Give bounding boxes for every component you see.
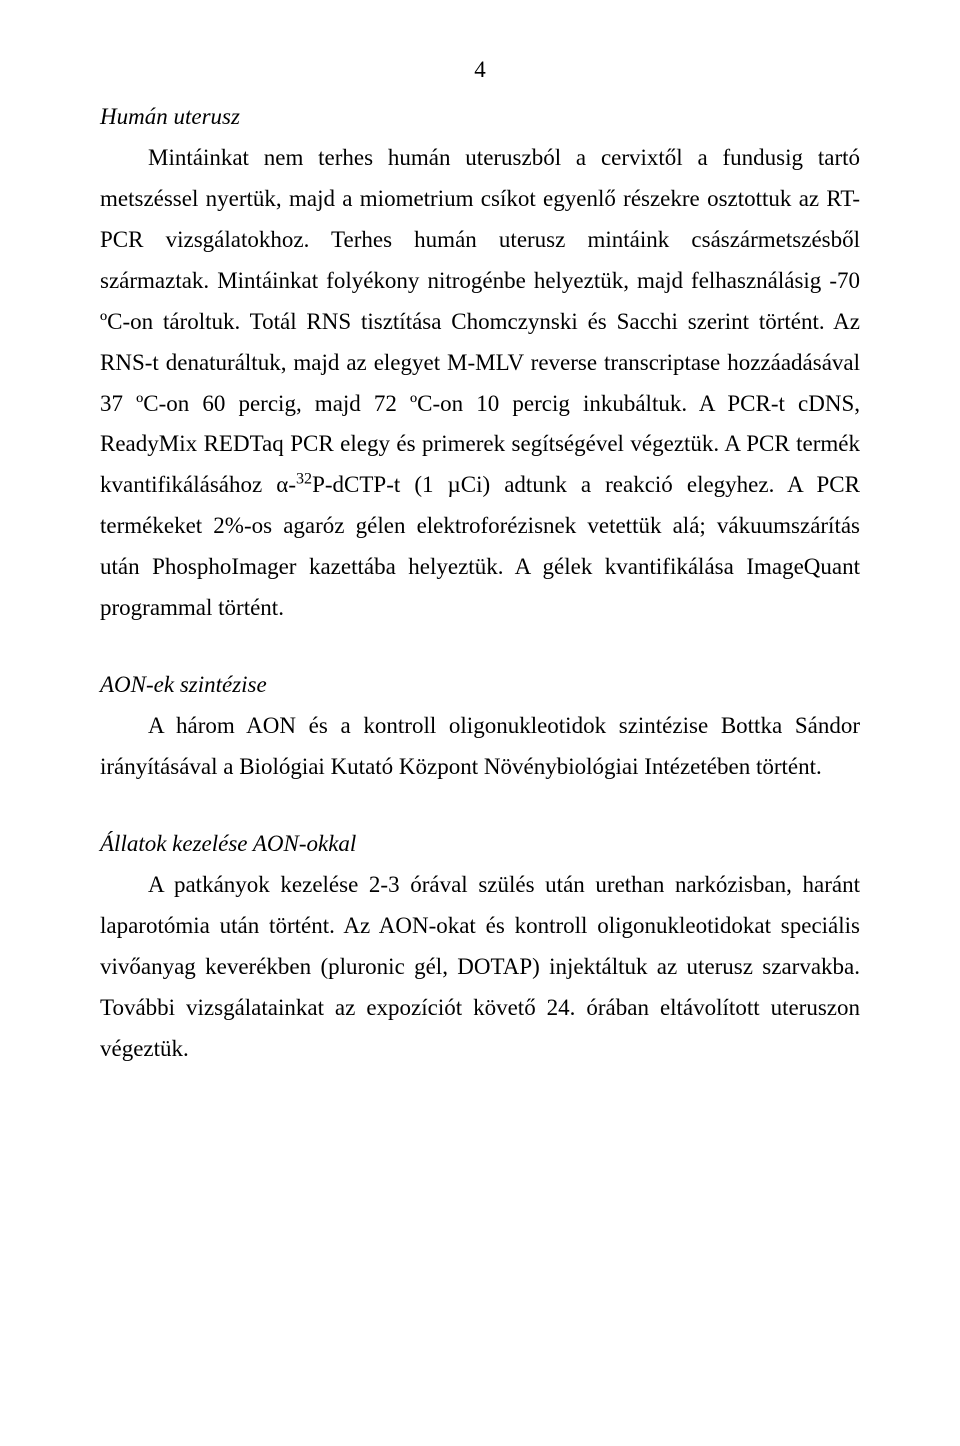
page-number: 4 — [100, 50, 860, 91]
section-gap — [100, 629, 860, 665]
section-gap — [100, 788, 860, 824]
section-title-1: Humán uterusz — [100, 97, 860, 138]
section-title-3: Állatok kezelése AON-okkal — [100, 824, 860, 865]
section-title-2: AON-ek szintézise — [100, 665, 860, 706]
section-body-2: A három AON és a kontroll oligonukleotid… — [100, 706, 860, 788]
document-page: 4 Humán uterusz Mintáinkat nem terhes hu… — [0, 0, 960, 1446]
section-body-1: Mintáinkat nem terhes humán uteruszból a… — [100, 138, 860, 629]
section-body-3: A patkányok kezelése 2-3 órával szülés u… — [100, 865, 860, 1070]
